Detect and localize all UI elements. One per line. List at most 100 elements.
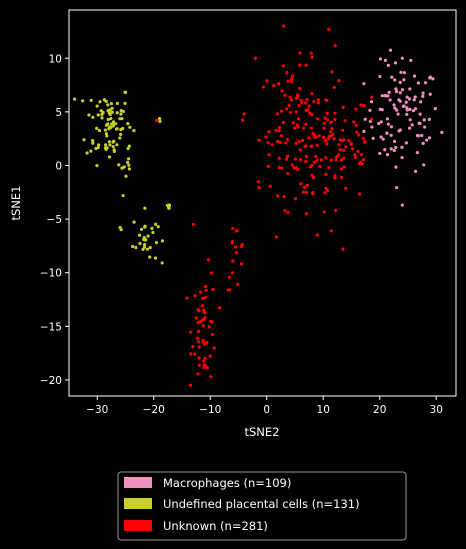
unknown-point	[338, 147, 342, 152]
unknown-point	[203, 315, 207, 320]
undefined-placental-point	[110, 110, 114, 114]
unknown-point	[293, 197, 298, 201]
unknown-point	[242, 112, 246, 116]
unknown-point	[315, 158, 319, 162]
unknown-point	[235, 282, 240, 286]
undefined-placental-point	[148, 245, 152, 250]
macrophage-point	[379, 135, 383, 139]
macrophage-point	[392, 103, 396, 107]
undefined-placental-point	[95, 104, 99, 108]
unknown-point	[297, 139, 301, 144]
plot-area	[68, 9, 457, 397]
macrophage-point	[431, 77, 435, 81]
unknown-point	[211, 287, 215, 292]
undefined-placental-point	[141, 247, 145, 252]
unknown-point	[210, 320, 214, 324]
unknown-point	[357, 192, 362, 196]
unknown-point	[275, 112, 279, 116]
legend-label-macrophages: Macrophages (n=109)	[163, 476, 291, 490]
undefined-placental-point	[134, 245, 138, 250]
unknown-point	[352, 120, 356, 124]
unknown-point	[342, 148, 346, 152]
unknown-point	[334, 158, 338, 162]
unknown-point	[296, 167, 300, 172]
unknown-point	[234, 251, 238, 255]
unknown-point	[185, 296, 189, 300]
unknown-point	[327, 27, 331, 31]
unknown-point	[188, 383, 193, 387]
unknown-point	[309, 51, 313, 55]
unknown-point	[272, 84, 276, 88]
unknown-point	[205, 341, 209, 345]
unknown-point	[310, 55, 314, 60]
undefined-placental-point	[146, 234, 150, 238]
macrophage-point	[427, 117, 431, 122]
undefined-placental-point	[160, 261, 164, 265]
undefined-placental-point	[132, 220, 136, 224]
undefined-placental-point	[121, 193, 125, 198]
macrophage-point	[386, 63, 391, 67]
undefined-placental-point	[118, 225, 122, 230]
undefined-placental-point	[98, 100, 102, 104]
unknown-point	[333, 176, 337, 180]
unknown-point	[307, 136, 311, 140]
unknown-point	[253, 56, 258, 60]
unknown-point	[281, 64, 285, 68]
unknown-point	[209, 271, 214, 275]
unknown-point	[361, 157, 365, 162]
y-axis-title: tSNE1	[9, 186, 23, 221]
unknown-point	[280, 89, 284, 93]
undefined-placental-point	[127, 167, 131, 171]
unknown-point	[359, 103, 363, 107]
macrophage-point	[388, 98, 392, 102]
unknown-point	[291, 121, 295, 125]
unknown-point	[290, 77, 294, 81]
unknown-point	[342, 156, 346, 160]
unknown-point	[314, 154, 318, 158]
macrophage-point	[407, 126, 412, 130]
unknown-point	[197, 345, 201, 349]
unknown-point	[266, 141, 270, 145]
unknown-point	[292, 166, 296, 170]
undefined-placental-point	[112, 139, 116, 143]
unknown-point	[304, 212, 309, 216]
unknown-point	[193, 294, 197, 298]
macrophage-point	[421, 141, 425, 146]
undefined-placental-point	[124, 174, 128, 178]
unknown-point	[336, 153, 341, 157]
macrophage-point	[394, 145, 398, 150]
undefined-placental-point	[108, 108, 112, 112]
unknown-point	[327, 165, 331, 170]
unknown-point	[298, 148, 302, 152]
unknown-point	[339, 167, 343, 171]
unknown-point	[357, 133, 361, 137]
macrophage-point	[385, 117, 389, 121]
unknown-point	[330, 70, 334, 74]
macrophage-point	[388, 48, 393, 52]
legend-swatch-unknown	[124, 520, 152, 531]
unknown-point	[256, 179, 260, 184]
macrophage-point	[378, 74, 382, 79]
unknown-point	[359, 153, 364, 157]
macrophage-point	[420, 133, 424, 138]
macrophage-point	[378, 107, 382, 111]
macrophage-point	[407, 97, 412, 101]
macrophage-point	[412, 98, 416, 102]
undefined-placental-point	[106, 103, 110, 107]
unknown-point	[267, 153, 271, 157]
unknown-point	[323, 191, 327, 195]
undefined-placental-point	[148, 255, 152, 259]
unknown-point	[333, 44, 337, 48]
unknown-point	[287, 103, 291, 108]
macrophage-point	[398, 80, 402, 84]
y-tick-label: 0	[55, 160, 62, 172]
legend-frame	[117, 471, 407, 541]
unknown-point	[341, 247, 345, 251]
macrophage-point	[362, 129, 366, 133]
unknown-point	[304, 154, 308, 159]
unknown-point	[289, 98, 293, 102]
macrophage-point	[433, 106, 437, 111]
macrophage-point	[400, 56, 404, 60]
unknown-point	[337, 143, 341, 147]
undefined-placental-point	[87, 113, 91, 117]
